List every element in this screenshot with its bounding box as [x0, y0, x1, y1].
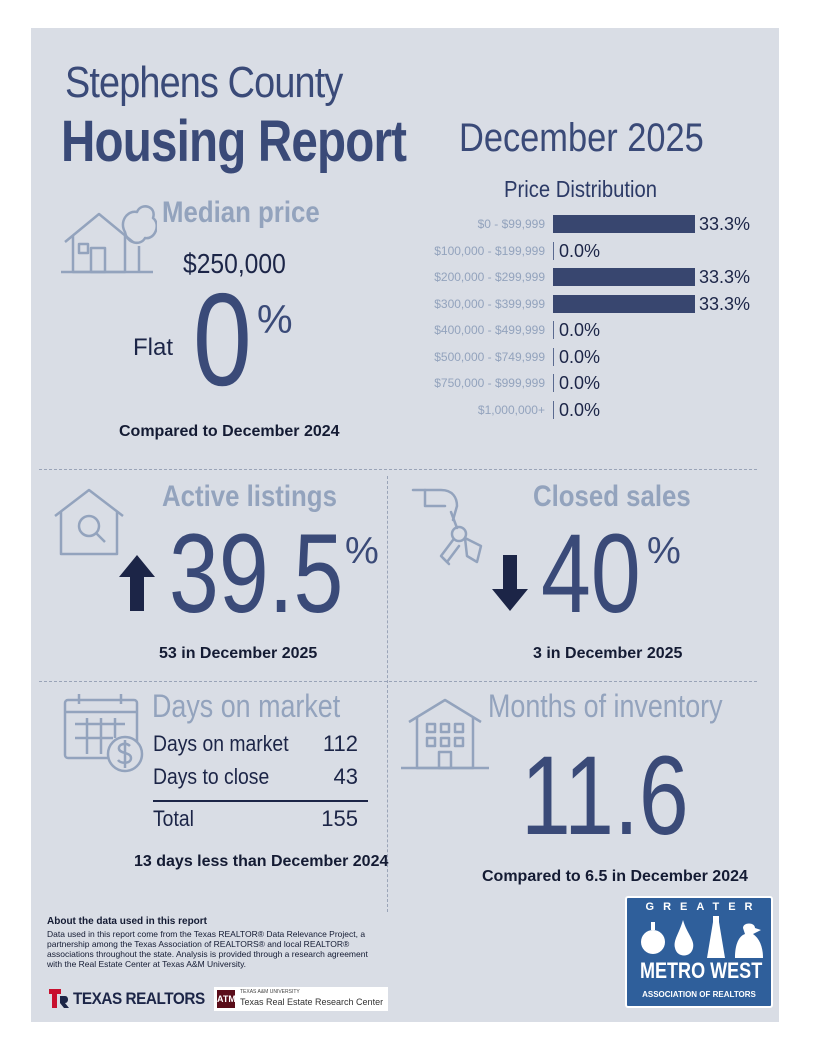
- median-price-value: $250,000: [183, 248, 286, 279]
- hand-keys-icon: [411, 488, 483, 566]
- apartment-building-icon: [401, 698, 489, 770]
- calendar-dollar-icon: [63, 694, 144, 773]
- price-bar-row: $750,000 - $999,999 0.0%: [391, 373, 781, 393]
- divider: [39, 469, 757, 470]
- active-listings-sub: 53 in December 2025: [159, 645, 318, 662]
- price-bar-label: $1,000,000+: [477, 402, 545, 417]
- price-bar-zero-axis: [553, 400, 554, 419]
- arrow-up-icon: [119, 555, 155, 611]
- median-price-label: Median price: [162, 196, 320, 229]
- logo-greater: GREATER: [645, 901, 762, 913]
- divider: [39, 681, 757, 682]
- price-bar-zero-axis: [553, 374, 554, 392]
- dom-total-value: 155: [321, 806, 358, 831]
- silhouettes-icon: [641, 916, 763, 958]
- median-price-change: 0: [193, 266, 252, 413]
- divider: [387, 476, 388, 912]
- report-title: Housing Report: [61, 109, 407, 174]
- total-separator: [153, 800, 368, 802]
- active-listings-percent-sign: %: [345, 530, 379, 572]
- closed-sales-percent-sign: %: [647, 530, 681, 572]
- dom-total-label: Total: [153, 806, 194, 831]
- price-bar-value: 33.3%: [699, 293, 751, 314]
- report-date: December 2025: [459, 116, 704, 160]
- price-bar-row: $0 - $99,999 33.3%: [391, 214, 781, 234]
- texas-realtors-logo-icon: [49, 989, 69, 1008]
- median-price-direction: Flat: [133, 334, 174, 361]
- price-bar-label: $0 - $99,999: [477, 217, 545, 231]
- active-listings-label: Active listings: [162, 480, 337, 513]
- closed-sales-sub: 3 in December 2025: [533, 645, 683, 662]
- price-distribution-title: Price Distribution: [504, 176, 657, 202]
- research-center-name: Texas Real Estate Research Center: [240, 997, 384, 1007]
- price-bar-value: 0.0%: [559, 320, 601, 340]
- arrow-down-icon: [492, 555, 528, 611]
- price-bar-row: $100,000 - $199,999 0.0%: [391, 241, 781, 261]
- greater-metro-west-logo: GREATER METRO WEST ASSOCIATION OF REALTO…: [625, 896, 773, 1008]
- dom-row-value: 43: [333, 764, 358, 789]
- days-on-market-title: Days on market: [152, 688, 341, 724]
- magnifier-house-icon: [54, 488, 124, 556]
- months-inventory-title: Months of inventory: [488, 688, 723, 724]
- price-bar-label: $750,000 - $999,999: [434, 376, 545, 390]
- median-price-percent-sign: %: [257, 298, 293, 342]
- price-bar-row: $200,000 - $299,999 33.3%: [391, 267, 781, 287]
- price-bar: [553, 268, 695, 286]
- logo-metro-west: METRO WEST: [639, 958, 763, 983]
- price-bar-value: 0.0%: [559, 346, 601, 367]
- county-title: Stephens County: [65, 58, 343, 107]
- price-bar-value: 0.0%: [559, 399, 601, 420]
- median-price-compare: Compared to December 2024: [119, 423, 340, 440]
- months-inventory-value: 11.6: [521, 733, 689, 858]
- price-bar-zero-axis: [553, 347, 554, 366]
- price-bar-value: 0.0%: [559, 240, 601, 261]
- months-inventory-compare: Compared to 6.5 in December 2024: [482, 868, 748, 885]
- price-bar-row: $500,000 - $749,999 0.0%: [391, 347, 781, 367]
- price-bar-value: 0.0%: [559, 373, 601, 393]
- price-bar: [553, 215, 695, 233]
- dom-row-label: Days on market: [153, 731, 289, 756]
- price-bar: [553, 294, 695, 313]
- report-page: Stephens County Housing Report December …: [31, 28, 779, 1022]
- price-bar-label: $100,000 - $199,999: [434, 243, 545, 258]
- price-bar-label: $500,000 - $749,999: [434, 349, 545, 364]
- atm-logo-icon: ATM: [217, 990, 236, 1008]
- logo-association: ASSOCIATION OF REALTORS: [642, 990, 756, 999]
- closed-sales-label: Closed sales: [533, 480, 691, 513]
- dom-row-label: Days to close: [153, 764, 270, 789]
- price-bar-label: $300,000 - $399,999: [434, 296, 545, 311]
- price-bar-zero-axis: [553, 241, 554, 260]
- price-bar-value: 33.3%: [699, 214, 751, 234]
- price-bar-label: $200,000 - $299,999: [434, 270, 545, 284]
- about-body: Data used in this report come from the T…: [47, 929, 368, 969]
- dom-row-value: 112: [322, 731, 358, 756]
- price-bar-row: $400,000 - $499,999 0.0%: [391, 320, 781, 340]
- price-bar-label: $400,000 - $499,999: [434, 323, 545, 337]
- active-listings-change: 39.5: [169, 511, 344, 636]
- price-bar-row: $300,000 - $399,999 33.3%: [391, 294, 781, 314]
- days-on-market-compare: 13 days less than December 2024: [134, 853, 389, 870]
- research-center-logo: ATM TEXAS A&M UNIVERSITY Texas Real Esta…: [214, 987, 388, 1011]
- price-bar-zero-axis: [553, 321, 554, 339]
- about-heading: About the data used in this report: [47, 916, 208, 927]
- texas-realtors-logo: TEXAS REALTORS: [73, 989, 205, 1008]
- am-university-label: TEXAS A&M UNIVERSITY: [240, 989, 300, 995]
- house-tree-icon: [61, 205, 157, 274]
- price-bar-row: $1,000,000+ 0.0%: [391, 400, 781, 420]
- closed-sales-change: 40: [541, 511, 641, 636]
- price-bar-value: 33.3%: [699, 267, 751, 287]
